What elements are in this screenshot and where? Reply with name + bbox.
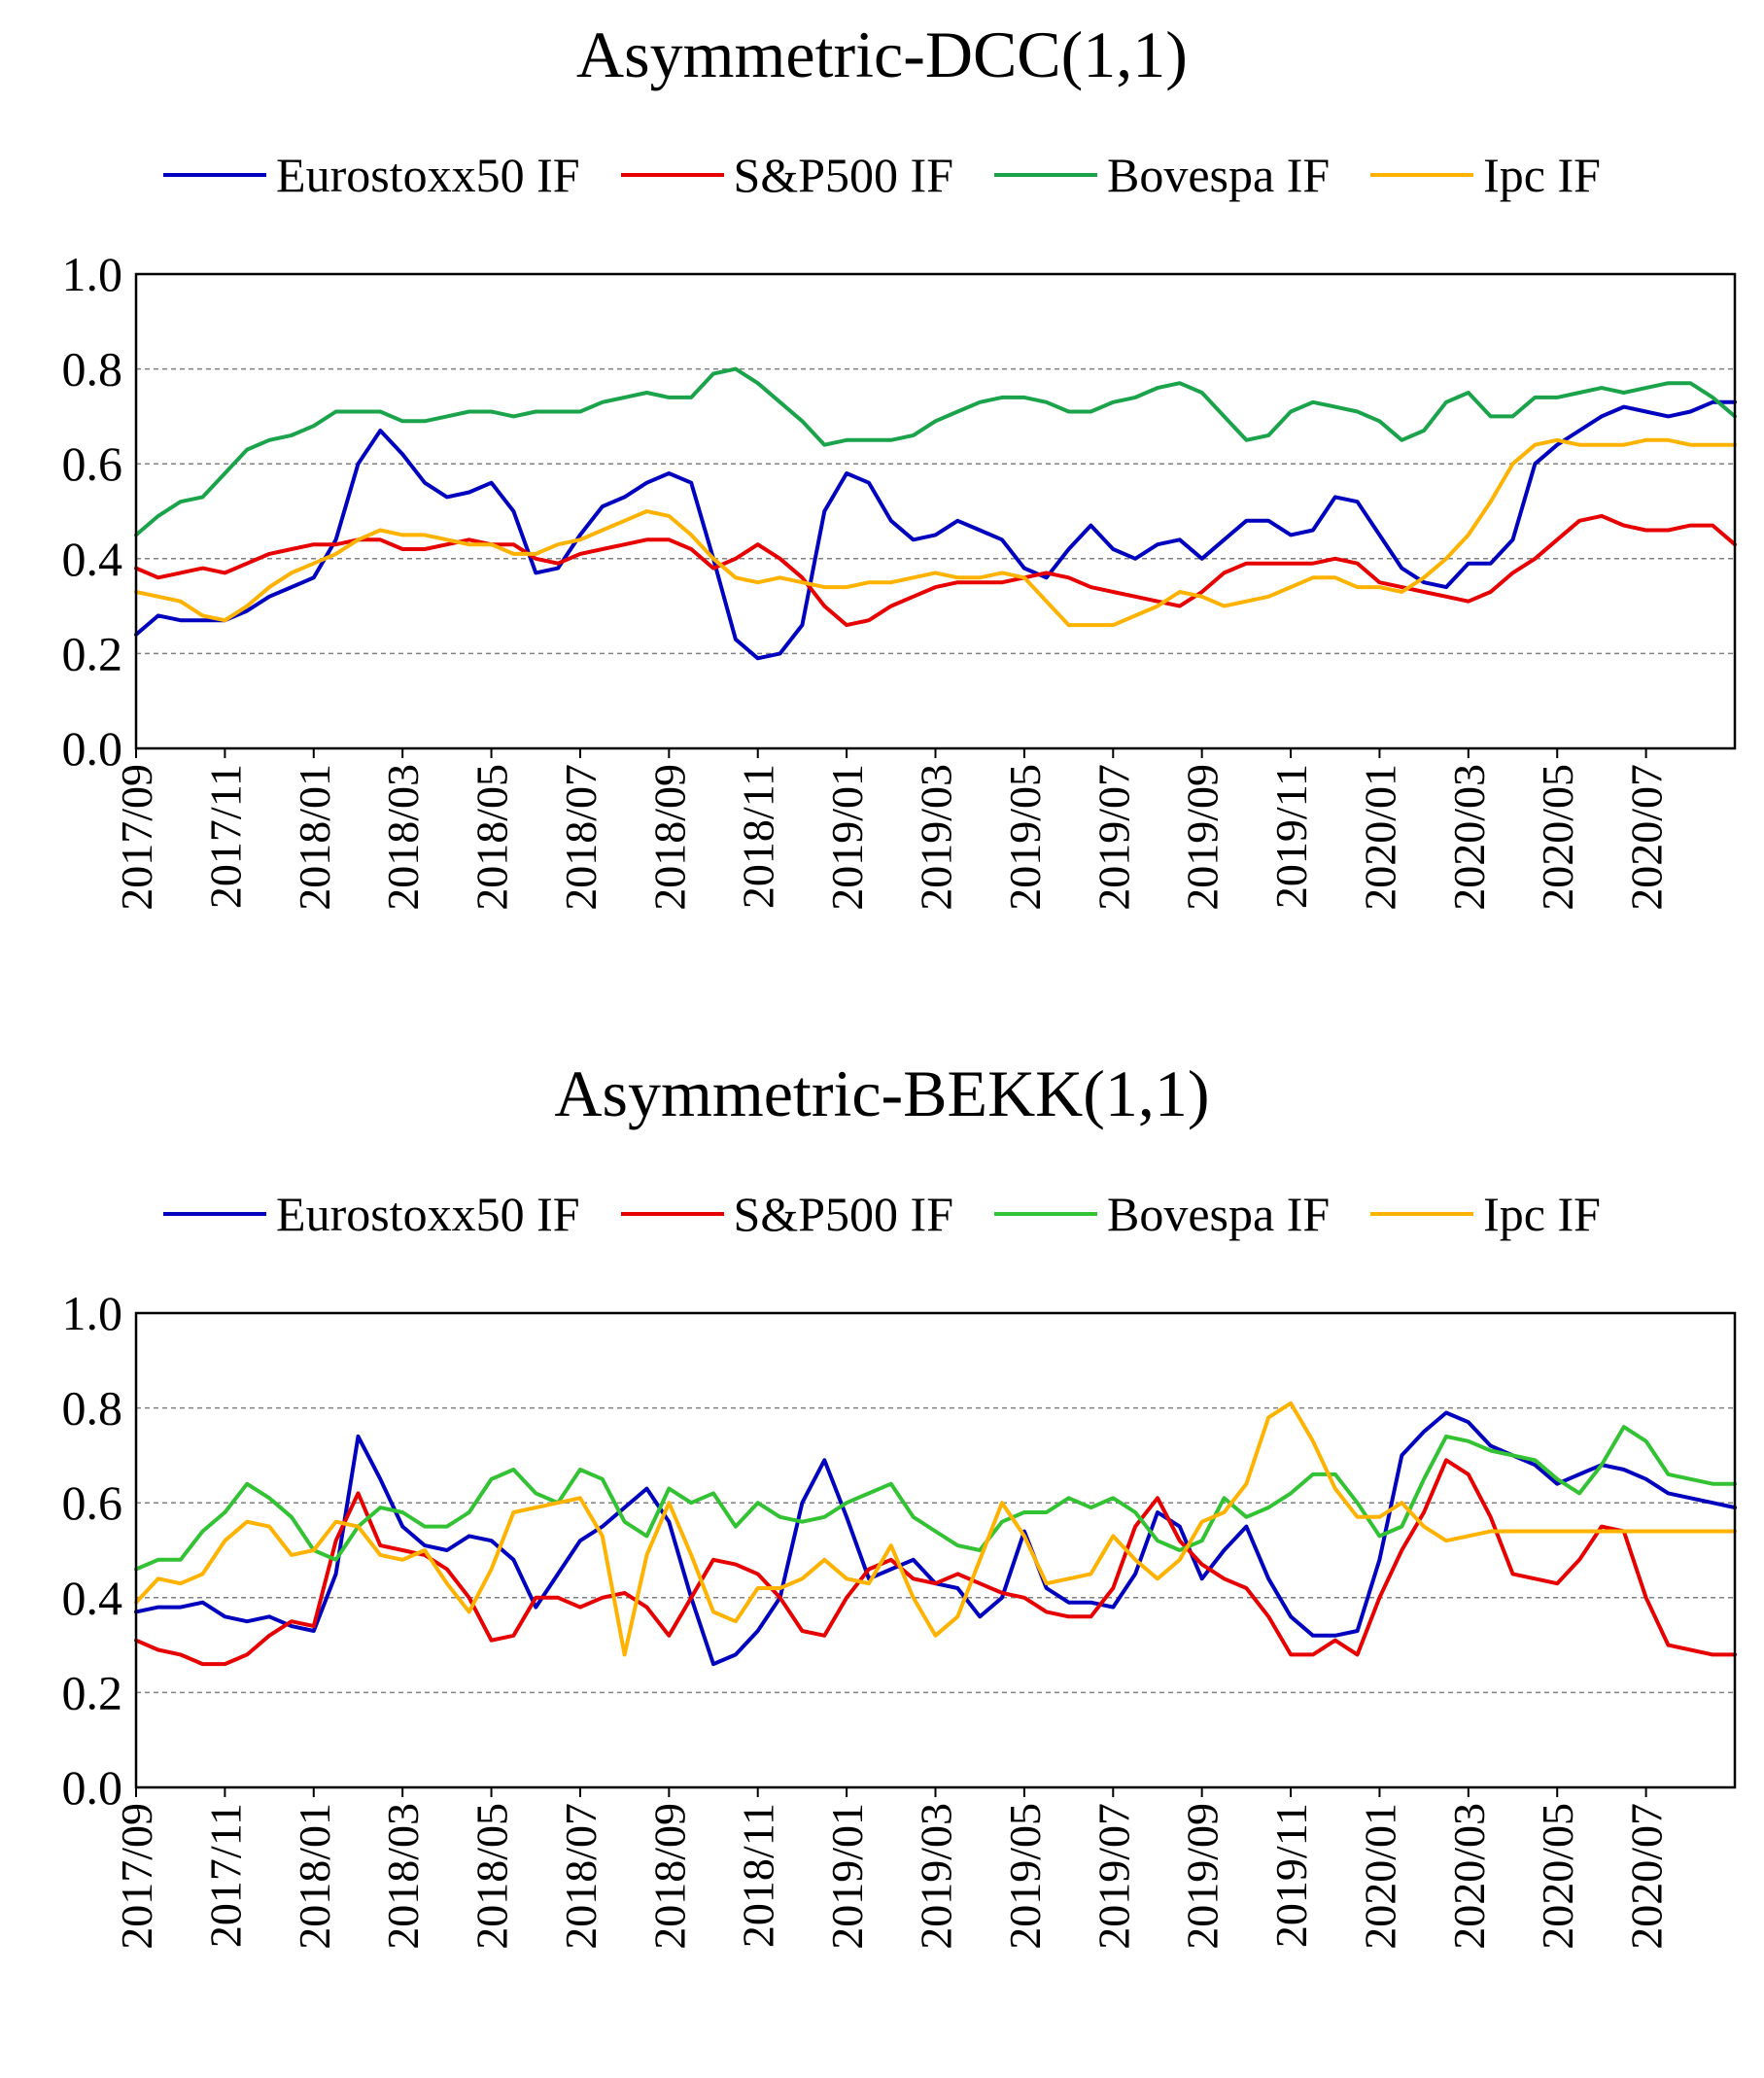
x-tick-label: 2018/05 — [467, 764, 517, 911]
legend-swatch — [620, 173, 724, 177]
x-tick-label: 2019/03 — [912, 764, 961, 911]
y-tick-label: 0.6 — [62, 436, 123, 491]
plot-frame — [134, 272, 1737, 750]
legend-label: Bovespa IF — [1107, 148, 1331, 202]
x-tick-label: 2019/11 — [1266, 1803, 1316, 1948]
y-tick-label: 0.2 — [62, 626, 123, 680]
y-tick-label: 1.0 — [62, 247, 123, 301]
x-tick-label: 2019/07 — [1089, 764, 1138, 911]
x-tick-label: 2019/05 — [1000, 1803, 1050, 1950]
x-tick-label: 2020/03 — [1444, 1803, 1494, 1950]
y-tick-label: 0.2 — [62, 1665, 123, 1719]
legend-swatch — [994, 173, 1097, 177]
legend-label: Bovespa IF — [1107, 1187, 1331, 1241]
y-tick-label: 0.6 — [62, 1475, 123, 1530]
x-tick-label: 2020/07 — [1622, 1803, 1672, 1950]
x-tick-label: 2018/09 — [644, 764, 694, 911]
x-tick-label: 2018/11 — [734, 764, 783, 909]
x-tick-label: 2017/09 — [112, 1803, 161, 1950]
chart-title: Asymmetric-DCC(1,1) — [576, 17, 1188, 91]
y-tick-label: 1.0 — [62, 1286, 123, 1340]
x-tick-label: 2020/01 — [1355, 764, 1404, 911]
x-tick-label: 2017/11 — [200, 764, 250, 909]
x-tick-label: 2019/11 — [1266, 764, 1316, 909]
y-tick-label: 0.8 — [62, 342, 123, 397]
legend-label: Ipc IF — [1483, 148, 1601, 202]
legend-swatch — [163, 1212, 267, 1216]
series-line-s-p500-if — [134, 1458, 1737, 1667]
x-tick-label: 2019/01 — [822, 1803, 872, 1950]
legend-item-bovespa: Bovespa IF — [994, 1190, 1330, 1238]
x-tick-label: 2019/01 — [822, 764, 872, 911]
legend-label: Eurostoxx50 IF — [276, 148, 580, 202]
x-tick-label: 2018/09 — [644, 1803, 694, 1950]
bekk-chart-panel: Asymmetric-BEKK(1,1) Eurostoxx50 IF S&P5… — [0, 1039, 1764, 2078]
y-tick-label: 0.4 — [62, 532, 123, 586]
dcc-plot: 0.0 0.2 0.4 0.6 0.8 1.0 2017/09 2017/11 2018/01 2… — [62, 247, 1737, 911]
legend-swatch — [1370, 173, 1474, 177]
series-line-bovespa-if — [134, 366, 1737, 537]
x-tick-label: 2018/07 — [556, 1803, 605, 1950]
x-tick-label: 2018/03 — [378, 764, 428, 911]
chart-legend: Eurostoxx50 IF S&P500 IF Bovespa IF Ipc … — [0, 146, 1764, 204]
series-line-ipc-if — [134, 437, 1737, 628]
x-tick-label: 2018/01 — [290, 1803, 339, 1950]
x-tick-label: 2020/07 — [1622, 764, 1672, 911]
x-tick-label: 2020/01 — [1355, 1803, 1404, 1950]
legend-label: Eurostoxx50 IF — [276, 1187, 580, 1241]
x-tick-label: 2019/03 — [912, 1803, 961, 1950]
x-tick-label: 2018/05 — [467, 1803, 517, 1950]
x-tick-label: 2020/03 — [1444, 764, 1494, 911]
x-tick-label: 2017/09 — [112, 764, 161, 911]
x-tick-label: 2018/11 — [734, 1803, 783, 1948]
y-tick-label: 0.0 — [62, 721, 123, 776]
x-tick-label: 2019/09 — [1178, 764, 1228, 911]
legend-label: Ipc IF — [1483, 1187, 1601, 1241]
legend-swatch — [163, 173, 267, 177]
x-tick-label: 2020/05 — [1533, 1803, 1582, 1950]
x-tick-label: 2019/05 — [1000, 764, 1050, 911]
bekk-plot: 0.0 0.2 0.4 0.6 0.8 1.0 2017/09 2017/11 2018/01 2… — [62, 1286, 1737, 1950]
y-tick-label: 0.0 — [62, 1760, 123, 1815]
legend-swatch — [620, 1212, 724, 1216]
x-tick-label: 2018/01 — [290, 764, 339, 911]
legend-item-ipc: Ipc IF — [1370, 1190, 1601, 1238]
x-tick-label: 2017/11 — [200, 1803, 250, 1948]
x-tick-label: 2018/03 — [378, 1803, 428, 1950]
y-tick-label: 0.8 — [62, 1381, 123, 1436]
x-tick-label: 2020/05 — [1533, 764, 1582, 911]
series-line-eurostoxx50-if — [134, 399, 1737, 661]
legend-item-bovespa: Bovespa IF — [994, 151, 1330, 199]
legend-label: S&P500 IF — [733, 1187, 953, 1241]
series-line-s-p500-if — [134, 513, 1737, 628]
legend-item-sp500: S&P500 IF — [620, 1187, 953, 1241]
x-tick-label: 2019/09 — [1178, 1803, 1228, 1950]
chart-legend: Eurostoxx50 IF S&P500 IF Bovespa IF Ipc … — [0, 1185, 1764, 1243]
legend-swatch — [994, 1212, 1097, 1216]
legend-item-sp500: S&P500 IF — [620, 148, 953, 202]
series-line-ipc-if — [134, 1401, 1737, 1657]
legend-item-eurostoxx50: Eurostoxx50 IF — [163, 151, 580, 199]
x-tick-label: 2018/07 — [556, 764, 605, 911]
x-tick-label: 2019/07 — [1089, 1803, 1138, 1950]
legend-item-eurostoxx50: Eurostoxx50 IF — [163, 1190, 580, 1238]
legend-swatch — [1370, 1212, 1474, 1216]
dcc-chart-panel: Asymmetric-DCC(1,1) Eurostoxx50 IF S&P50… — [0, 17, 1764, 911]
series-line-bovespa-if — [134, 1425, 1737, 1572]
legend-label: S&P500 IF — [733, 148, 953, 202]
chart-title: Asymmetric-BEKK(1,1) — [554, 1056, 1210, 1130]
y-tick-label: 0.4 — [62, 1571, 123, 1625]
legend-item-ipc: Ipc IF — [1370, 151, 1601, 199]
